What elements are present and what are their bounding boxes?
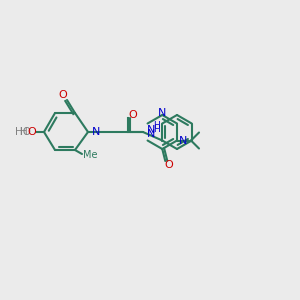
Text: N: N: [158, 108, 166, 118]
Text: N: N: [179, 136, 188, 146]
Text: Me: Me: [83, 150, 98, 160]
Text: O: O: [129, 110, 137, 120]
Text: N: N: [147, 125, 155, 135]
Text: O: O: [27, 127, 36, 137]
Text: H: H: [153, 124, 160, 134]
Text: N: N: [147, 129, 155, 139]
Text: N: N: [92, 127, 100, 137]
Text: O: O: [58, 90, 68, 100]
Text: H: H: [20, 127, 28, 137]
Text: H: H: [153, 121, 160, 130]
Text: O: O: [164, 160, 173, 170]
Text: HO: HO: [15, 127, 31, 137]
